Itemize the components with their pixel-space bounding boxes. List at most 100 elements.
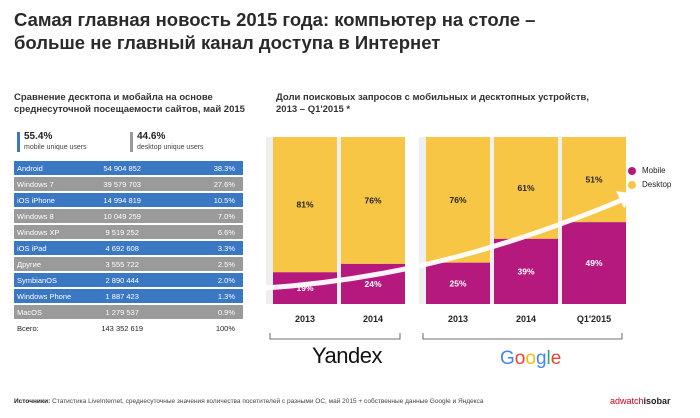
mobile-users-pct: 55.4% [24, 131, 53, 142]
legend-swatch [628, 167, 636, 175]
os-share: 10.5% [170, 193, 243, 207]
os-share: 3.3% [170, 241, 243, 255]
table-row: SymbianOS 2 890 444 2.0% [14, 273, 243, 287]
chart-heading: Доли поисковых запросов с мобильных и де… [276, 92, 606, 116]
legend-label: Mobile [642, 166, 666, 175]
bar-label-mobile: 25% [449, 278, 466, 288]
os-share: 2.0% [170, 273, 243, 287]
bar-label-mobile: 19% [296, 283, 313, 293]
os-share: 27.6% [170, 177, 243, 191]
os-users: 14 994 819 [74, 193, 171, 207]
yandex-logo: Yandex [312, 343, 382, 368]
brand-part-a: adwatch [610, 396, 644, 406]
bar-label-desktop: 76% [449, 195, 466, 205]
bar-desktop [341, 137, 405, 264]
x-tick-label: 2014 [363, 314, 383, 324]
bar-mobile [494, 238, 558, 304]
table-row: Windows XP 9 519 252 6.6% [14, 225, 243, 239]
os-share: 2.5% [170, 257, 243, 271]
chart-legend: Mobile Desktop [628, 164, 671, 192]
os-users: 10 049 259 [74, 209, 171, 223]
os-users: 4 692 608 [74, 241, 171, 255]
bar-desktop [562, 137, 626, 223]
desktop-users-legend: 44.6% desktop unique users [130, 131, 204, 153]
table-heading-line-2: среднесуточной посещаемости сайтов, май … [14, 104, 245, 115]
desktop-users-pct: 44.6% [137, 131, 166, 142]
bar-label-desktop: 51% [585, 175, 602, 185]
bar-desktop [273, 137, 337, 273]
x-tick-label: Q1'2015 [577, 314, 611, 324]
os-name: SymbianOS [14, 273, 75, 287]
chart-heading-line-1: Доли поисковых запросов с мобильных и де… [276, 92, 589, 103]
os-share: 7.0% [170, 209, 243, 223]
os-users: 2 890 444 [74, 273, 171, 287]
mobile-users-label: mobile unique users [24, 144, 87, 151]
bar-label-desktop: 81% [296, 200, 313, 210]
table-row: Windows Phone 1 887 423 1.3% [14, 289, 243, 303]
table-row: MacOS 1 279 537 0.9% [14, 305, 243, 319]
bar-label-mobile: 49% [585, 258, 602, 268]
trend-arrow-line [259, 197, 625, 291]
mobile-users-legend: 55.4% mobile unique users [17, 131, 87, 153]
os-name: Всего: [17, 323, 39, 333]
bar-desktop [494, 137, 558, 239]
os-users: 39 579 703 [74, 177, 171, 191]
google-logo: Google [500, 348, 562, 369]
os-name: iOS iPad [14, 241, 75, 255]
legend-item-mobile: Mobile [628, 164, 671, 178]
page-title: Самая главная новость 2015 года: компьют… [14, 8, 614, 54]
os-share: 1.3% [170, 289, 243, 303]
table-row: Windows 7 39 579 703 27.6% [14, 177, 243, 191]
os-users: 3 555 722 [74, 257, 171, 271]
os-name: Android [14, 161, 75, 175]
os-users: 9 519 252 [74, 225, 171, 239]
os-name: Другие [14, 257, 75, 271]
footer-label: Источники: [14, 398, 51, 405]
os-users: 54 904 852 [74, 161, 171, 175]
table-row: iOS iPhone 14 994 819 10.5% [14, 193, 243, 207]
legend-item-desktop: Desktop [628, 178, 671, 192]
table-row: Windows 8 10 049 259 7.0% [14, 209, 243, 223]
x-tick-label: 2013 [295, 314, 315, 324]
group-bracket-yandex [269, 333, 401, 340]
desktop-swatch [130, 132, 133, 152]
bar-label-desktop: 76% [364, 195, 381, 205]
bar-desktop [426, 137, 490, 263]
os-name: MacOS [14, 305, 75, 319]
os-name: iOS iPhone [14, 193, 75, 207]
table-heading: Сравнение десктопа и мобайла на основе с… [14, 92, 254, 116]
os-share: 100% [215, 323, 235, 333]
bar-label-mobile: 24% [364, 279, 381, 289]
legend-swatch [628, 181, 636, 189]
table-row: iOS iPad 4 692 608 3.3% [14, 241, 243, 255]
table-row: Android 54 904 852 38.3% [14, 161, 243, 175]
group-bracket-google [422, 333, 623, 340]
os-name: Windows Phone [14, 289, 75, 303]
table-row: Всего: 143 352 619 100% [14, 321, 243, 335]
os-users: 1 887 423 [74, 289, 171, 303]
mobile-swatch [17, 132, 20, 152]
bar-label-mobile: 39% [517, 266, 534, 276]
os-share: 6.6% [170, 225, 243, 239]
footer-sources: Источники: Статистика LiveInternet, сред… [14, 398, 534, 405]
os-share: 38.3% [170, 161, 243, 175]
os-table: Android 54 904 852 38.3% Windows 7 39 579 70… [14, 159, 243, 337]
bar-mobile [426, 262, 490, 304]
legend-label: Desktop [642, 180, 672, 189]
table-row: Другие 3 555 722 2.5% [14, 257, 243, 271]
title-line-2: больше не главный канал доступа в Интерн… [14, 32, 441, 53]
title-line-1: Самая главная новость 2015 года: компьют… [14, 9, 536, 30]
os-name: Windows XP [14, 225, 75, 239]
brand-logo: adwatchisobar [610, 396, 671, 406]
x-tick-label: 2014 [516, 314, 536, 324]
x-tick-label: 2013 [448, 314, 468, 324]
os-users: 1 279 537 [74, 305, 171, 319]
brand-part-b: isobar [643, 396, 671, 406]
desktop-users-label: desktop unique users [137, 144, 204, 151]
os-users: 143 352 619 [101, 323, 144, 333]
chart-heading-line-2: 2013 – Q1'2015 * [276, 104, 351, 115]
os-name: Windows 7 [14, 177, 75, 191]
footer-text: Статистика LiveInternet, среднесуточные … [52, 398, 484, 405]
trend-arrow-head [616, 191, 636, 208]
